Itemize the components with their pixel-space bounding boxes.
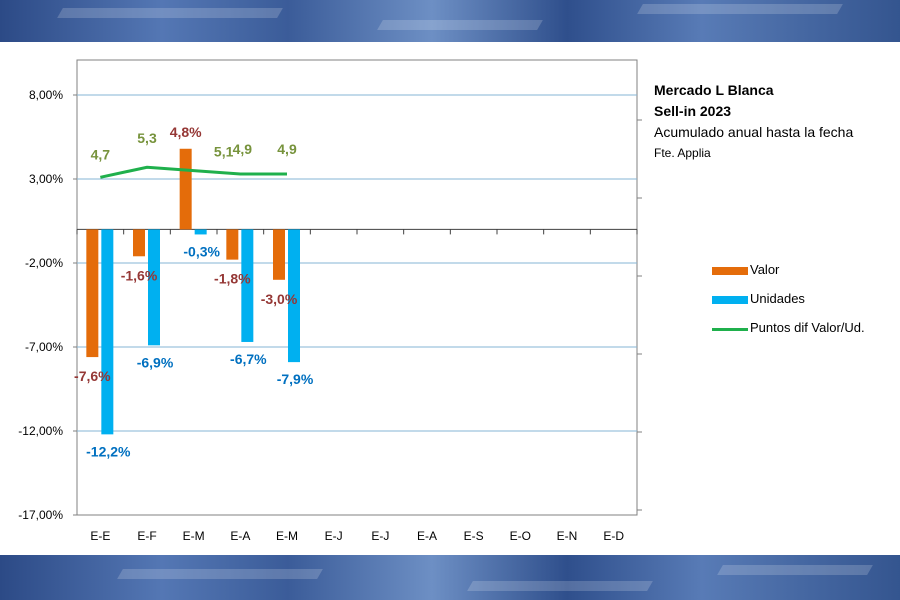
data-label-valor: 4,8% — [170, 124, 202, 140]
data-label-puntos: 4,9 — [277, 141, 297, 157]
data-label-puntos: 4,7 — [91, 146, 111, 162]
chart-description: Acumulado anual hasta la fecha — [654, 124, 854, 140]
bar-unidades — [241, 229, 254, 342]
x-tick-label: E-F — [137, 529, 156, 543]
bar-valor — [133, 229, 145, 257]
data-label-valor: -3,0% — [261, 291, 298, 307]
x-tick-label: E-M — [183, 529, 205, 543]
y-tick-label: -12,00% — [18, 424, 63, 438]
x-tick-label: E-S — [464, 529, 484, 543]
legend-label-puntos: Puntos dif Valor/Ud. — [750, 320, 865, 335]
legend: Valor Unidades Puntos dif Valor/Ud. — [712, 262, 892, 349]
chart-source: Fte. Applia — [654, 146, 711, 160]
data-label-unidades: -12,2% — [86, 443, 131, 459]
bar-unidades — [148, 229, 160, 346]
data-label-puntos: 4,9 — [233, 141, 253, 157]
x-tick-label: E-A — [417, 529, 437, 543]
top-banner — [0, 0, 900, 42]
legend-item-valor: Valor — [712, 262, 892, 291]
data-label-unidades: -6,9% — [137, 354, 174, 370]
y-tick-label: -7,00% — [25, 340, 63, 354]
x-tick-label: E-J — [371, 529, 389, 543]
x-tick-label: E-N — [557, 529, 578, 543]
x-tick-label: E-E — [90, 529, 110, 543]
legend-swatch-unidades — [712, 296, 748, 304]
chart-title: Mercado L Blanca — [654, 82, 774, 98]
y-tick-label: 3,00% — [29, 172, 63, 186]
bar-valor — [273, 229, 285, 280]
y-tick-label: 8,00% — [29, 88, 63, 102]
data-label-valor: -1,8% — [214, 271, 251, 287]
x-tick-label: E-O — [510, 529, 531, 543]
line-puntos — [100, 165, 287, 179]
bar-valor — [226, 229, 239, 260]
plot-frame — [76, 59, 638, 516]
bar-unidades — [194, 229, 207, 235]
data-label-unidades: -0,3% — [183, 243, 220, 259]
bar-unidades — [288, 229, 300, 363]
bar-valor — [86, 229, 99, 358]
chart-title-box: Mercado L Blanca Sell-in 2023 Acumulado … — [654, 80, 884, 163]
legend-item-unidades: Unidades — [712, 291, 892, 320]
bottom-banner — [0, 555, 900, 600]
legend-label-valor: Valor — [750, 262, 780, 277]
chart-subtitle: Sell-in 2023 — [654, 103, 732, 119]
data-label-valor: -1,6% — [121, 267, 158, 283]
x-tick-label: E-D — [603, 529, 624, 543]
legend-swatch-puntos — [712, 328, 748, 331]
legend-item-puntos: Puntos dif Valor/Ud. — [712, 320, 892, 349]
bar-valor — [179, 148, 192, 230]
x-tick-label: E-A — [230, 529, 250, 543]
data-label-valor: -7,6% — [74, 368, 111, 384]
legend-label-unidades: Unidades — [750, 291, 805, 306]
data-label-unidades: -6,7% — [230, 351, 267, 367]
data-label-puntos: 5,1 — [214, 144, 234, 160]
data-label-unidades: -7,9% — [277, 371, 314, 387]
x-tick-label: E-J — [325, 529, 343, 543]
bar-unidades — [101, 229, 114, 435]
y-tick-label: -2,00% — [25, 256, 63, 270]
legend-swatch-valor — [712, 267, 748, 275]
x-tick-label: E-M — [276, 529, 298, 543]
y-tick-label: -17,00% — [18, 508, 63, 522]
data-label-puntos: 5,3 — [137, 130, 157, 146]
